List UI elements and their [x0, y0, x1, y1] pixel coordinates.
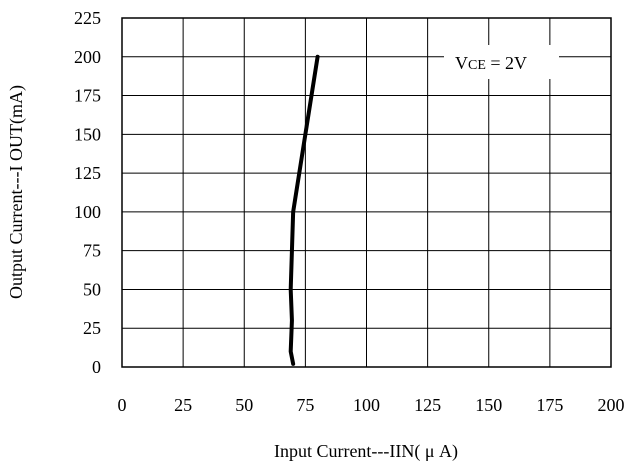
y-tick-labels: 0 25 50 75 100 125 150 175 200 225 — [74, 8, 101, 377]
y-tick-label-50: 50 — [83, 279, 101, 299]
x-axis-label: Input Current---IIN( μ A) — [274, 441, 458, 462]
x-tick-label-150: 150 — [475, 395, 502, 415]
y-tick-label-200: 200 — [74, 47, 101, 67]
y-tick-label-150: 150 — [74, 124, 101, 144]
x-tick-label-125: 125 — [414, 395, 441, 415]
y-tick-label-25: 25 — [83, 318, 101, 338]
series-line — [288, 54, 320, 366]
y-tick-label-100: 100 — [74, 202, 101, 222]
x-tick-label-175: 175 — [536, 395, 563, 415]
annotation-box — [444, 45, 559, 79]
x-tick-label-25: 25 — [174, 395, 192, 415]
y-tick-label-175: 175 — [74, 86, 101, 106]
x-tick-label-50: 50 — [235, 395, 253, 415]
x-tick-labels: 0 25 50 75 100 125 150 175 200 — [118, 395, 625, 415]
x-tick-label-100: 100 — [353, 395, 380, 415]
y-axis-label: Output Current---I OUT(mA) — [6, 85, 27, 299]
y-tick-label-0: 0 — [92, 357, 101, 377]
y-tick-label-225: 225 — [74, 8, 101, 28]
chart-grid — [121, 17, 612, 368]
x-tick-label-75: 75 — [296, 395, 314, 415]
x-tick-label-0: 0 — [118, 395, 127, 415]
plot-area-frame — [121, 17, 612, 368]
y-tick-label-75: 75 — [83, 241, 101, 261]
annotation-vce: VCE = 2V — [455, 53, 527, 73]
y-tick-label-125: 125 — [74, 163, 101, 183]
x-tick-label-200: 200 — [598, 395, 625, 415]
